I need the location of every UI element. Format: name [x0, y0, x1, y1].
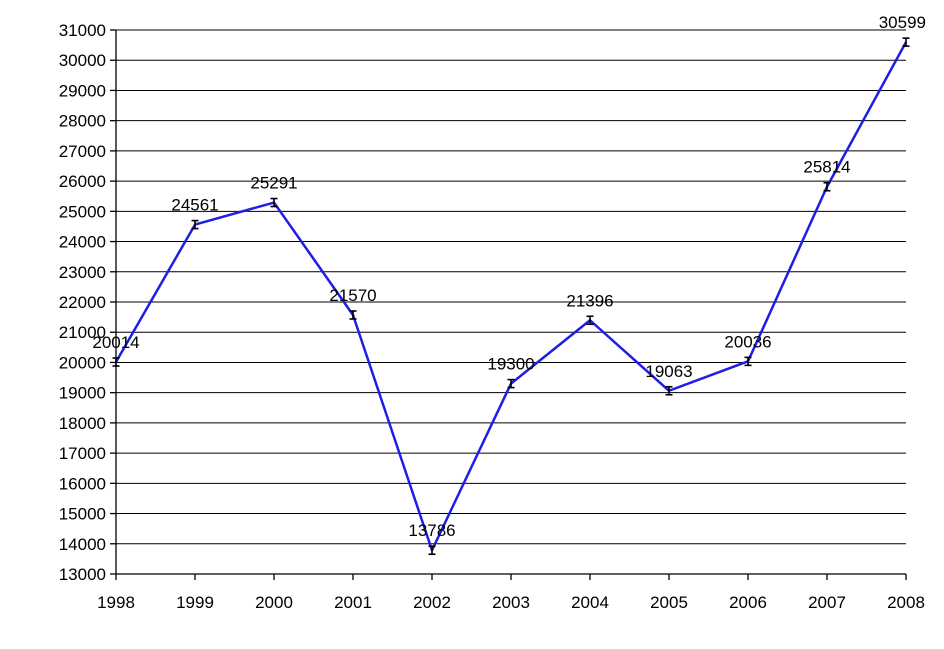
y-tick-label: 14000	[59, 535, 106, 554]
x-tick-label: 1998	[97, 593, 135, 612]
data-point-marker	[191, 219, 199, 230]
data-label: 20036	[724, 332, 771, 351]
x-tick-label: 2004	[571, 593, 609, 612]
x-tick-label: 2007	[808, 593, 846, 612]
data-label: 21396	[566, 291, 613, 310]
data-labels: 20014 24561 25291 21570 13786 19300 21396 19063…	[92, 13, 926, 540]
data-point-marker	[902, 37, 910, 47]
x-tick-label: 1999	[176, 593, 214, 612]
y-tick-label: 18000	[59, 414, 106, 433]
y-tick-label: 13000	[59, 565, 106, 584]
y-tick-label: 17000	[59, 444, 106, 463]
data-label: 25291	[250, 174, 297, 193]
x-tick-label: 2001	[334, 593, 372, 612]
data-point-marker	[349, 310, 357, 320]
data-label: 25814	[803, 158, 850, 177]
data-label: 19063	[645, 362, 692, 381]
y-tick-label: 15000	[59, 505, 106, 524]
data-point-marker	[112, 357, 120, 367]
data-point-marker	[586, 315, 594, 326]
series-line	[114, 41, 908, 552]
y-tick-label: 25000	[59, 202, 106, 221]
x-tick-label: 2005	[650, 593, 688, 612]
y-tick-label: 31000	[59, 21, 106, 40]
y-tick-label: 23000	[59, 263, 106, 282]
data-label: 24561	[171, 196, 218, 215]
x-tick-label: 2000	[255, 593, 293, 612]
series	[112, 37, 910, 556]
x-tick-label: 2003	[492, 593, 530, 612]
y-tick-label: 21000	[59, 323, 106, 342]
x-axis-tick-labels: 1998 1999 2000 2001 2002 2003 2004 2005 2006 2007…	[97, 593, 925, 612]
data-label: 19300	[487, 355, 534, 374]
data-label: 20014	[92, 333, 139, 352]
data-point-marker	[665, 385, 673, 396]
y-tick-label: 28000	[59, 112, 106, 131]
grid-lines	[116, 29, 906, 545]
y-tick-label: 20000	[59, 353, 106, 372]
data-point-marker	[507, 378, 515, 389]
y-tick-label: 26000	[59, 172, 106, 191]
data-point-marker	[428, 545, 436, 556]
y-tick-label: 27000	[59, 142, 106, 161]
data-label: 21570	[329, 286, 376, 305]
x-tick-label: 2002	[413, 593, 451, 612]
y-tick-label: 19000	[59, 384, 106, 403]
data-point-marker	[270, 197, 278, 208]
y-tick-label: 22000	[59, 293, 106, 312]
data-point-marker	[823, 181, 831, 192]
y-axis-tick-labels: 13000 14000 15000 16000 17000 18000 19000 20000…	[59, 21, 106, 584]
y-tick-label: 16000	[59, 474, 106, 493]
y-tick-label: 29000	[59, 81, 106, 100]
data-label: 13786	[408, 521, 455, 540]
x-tick-label: 2008	[887, 593, 925, 612]
y-tick-label: 24000	[59, 233, 106, 252]
data-label: 30599	[879, 13, 926, 32]
x-tick-label: 2006	[729, 593, 767, 612]
y-tick-label: 30000	[59, 51, 106, 70]
axes	[110, 29, 907, 580]
data-point-marker	[744, 356, 752, 367]
